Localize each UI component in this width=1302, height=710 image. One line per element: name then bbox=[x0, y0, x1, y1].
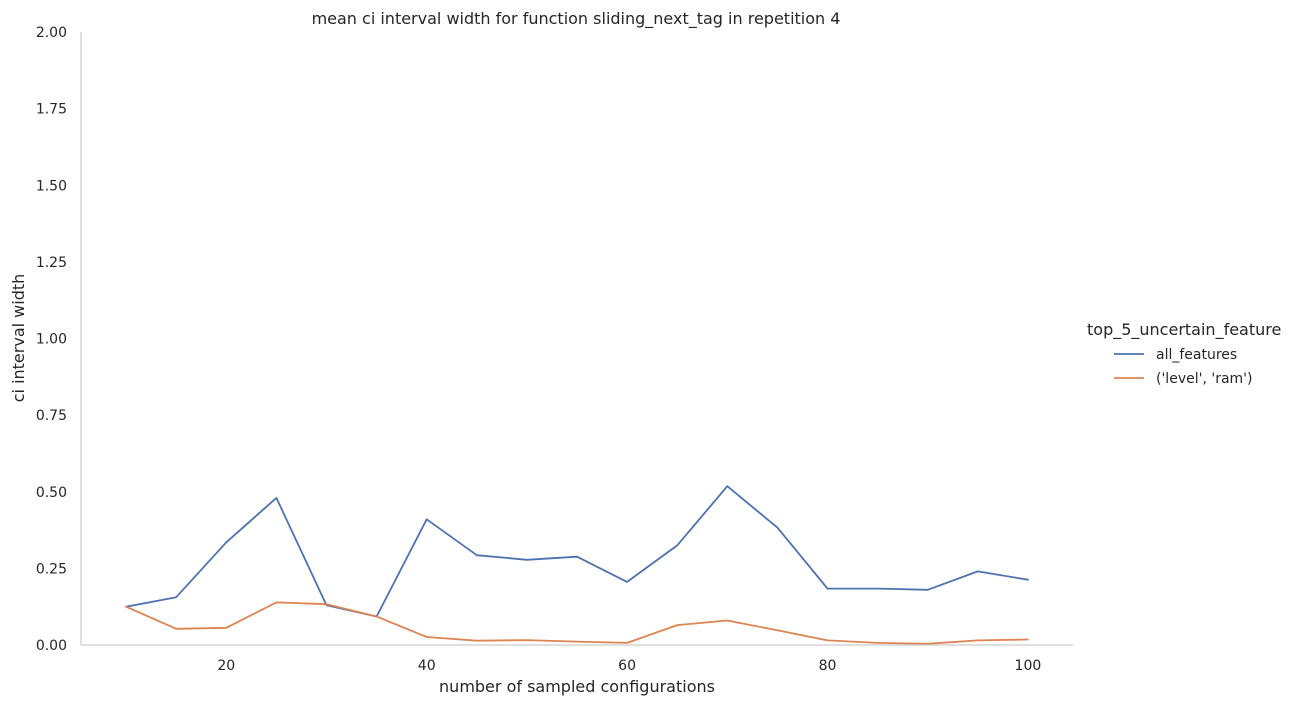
series-line-0 bbox=[125, 485, 1029, 618]
legend-item: all_features bbox=[1114, 347, 1237, 363]
legend-item: ('level', 'ram') bbox=[1114, 371, 1252, 387]
x-tick-label: 100 bbox=[1015, 658, 1042, 674]
legend: top_5_uncertain_feature all_features ('le… bbox=[1087, 320, 1281, 387]
x-tick-label: 20 bbox=[217, 658, 235, 674]
y-tick-label: 0.75 bbox=[36, 408, 67, 424]
y-tick-label: 1.00 bbox=[36, 332, 67, 348]
chart-title: mean ci interval width for function slid… bbox=[312, 9, 841, 29]
y-tick-label: 0.00 bbox=[36, 638, 67, 654]
x-tick-labels: 20 40 60 80 100 bbox=[217, 658, 1041, 674]
y-tick-label: 0.50 bbox=[36, 485, 67, 501]
legend-label: ('level', 'ram') bbox=[1156, 371, 1252, 387]
series-line-1 bbox=[125, 601, 1029, 645]
x-axis-label: number of sampled configurations bbox=[439, 677, 715, 696]
plot-area bbox=[125, 485, 1029, 645]
legend-label: all_features bbox=[1156, 347, 1237, 363]
y-tick-label: 1.75 bbox=[36, 102, 67, 118]
y-tick-label: 0.25 bbox=[36, 561, 67, 577]
x-tick-label: 60 bbox=[618, 658, 636, 674]
y-tick-label: 1.50 bbox=[36, 178, 67, 194]
y-tick-label: 1.25 bbox=[36, 255, 67, 271]
y-tick-label: 2.00 bbox=[36, 25, 67, 41]
y-axis-label: ci interval width bbox=[9, 274, 28, 403]
x-tick-label: 40 bbox=[418, 658, 436, 674]
legend-title: top_5_uncertain_feature bbox=[1087, 320, 1281, 340]
y-tick-labels: 0.00 0.25 0.50 0.75 1.00 1.25 1.50 1.75 2.00 bbox=[36, 25, 67, 654]
x-tick-label: 80 bbox=[819, 658, 837, 674]
